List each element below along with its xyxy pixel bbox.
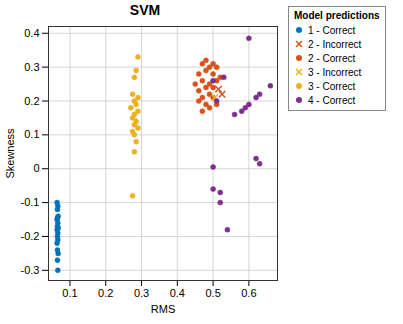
html-text:2 - Incorrect: 2 - Incorrect xyxy=(308,38,362,50)
svg-text:-0.3: -0.3 xyxy=(21,264,40,276)
svg-text:-0.2: -0.2 xyxy=(21,230,40,242)
html-text:Model predictions: Model predictions xyxy=(294,10,380,21)
svg-text:0.3: 0.3 xyxy=(134,287,149,299)
html-text:4 - Correct: 4 - Correct xyxy=(308,94,356,106)
html-text:SVM: SVM xyxy=(129,2,161,18)
svg-text:0.2: 0.2 xyxy=(24,95,39,107)
svg-text:Skewness: Skewness xyxy=(4,128,16,179)
svg-text:0.3: 0.3 xyxy=(24,61,39,73)
svg-text:0.1: 0.1 xyxy=(62,287,77,299)
html-text:1 - Correct: 1 - Correct xyxy=(308,24,356,36)
html-text:3 - Incorrect: 3 - Incorrect xyxy=(308,66,362,78)
svg-text:0.6: 0.6 xyxy=(241,287,256,299)
svg-text:0.5: 0.5 xyxy=(205,287,220,299)
html-text:3 - Correct: 3 - Correct xyxy=(308,80,356,92)
svg-text:0: 0 xyxy=(33,162,39,174)
svg-text:0.2: 0.2 xyxy=(98,287,113,299)
html-text:2 - Correct: 2 - Correct xyxy=(308,52,356,64)
svg-text:0.4: 0.4 xyxy=(24,27,39,39)
svg-text:-0.1: -0.1 xyxy=(21,196,40,208)
svg-text:0.4: 0.4 xyxy=(170,287,185,299)
svg-text:0.1: 0.1 xyxy=(24,128,39,140)
svg-text:RMS: RMS xyxy=(151,303,175,315)
